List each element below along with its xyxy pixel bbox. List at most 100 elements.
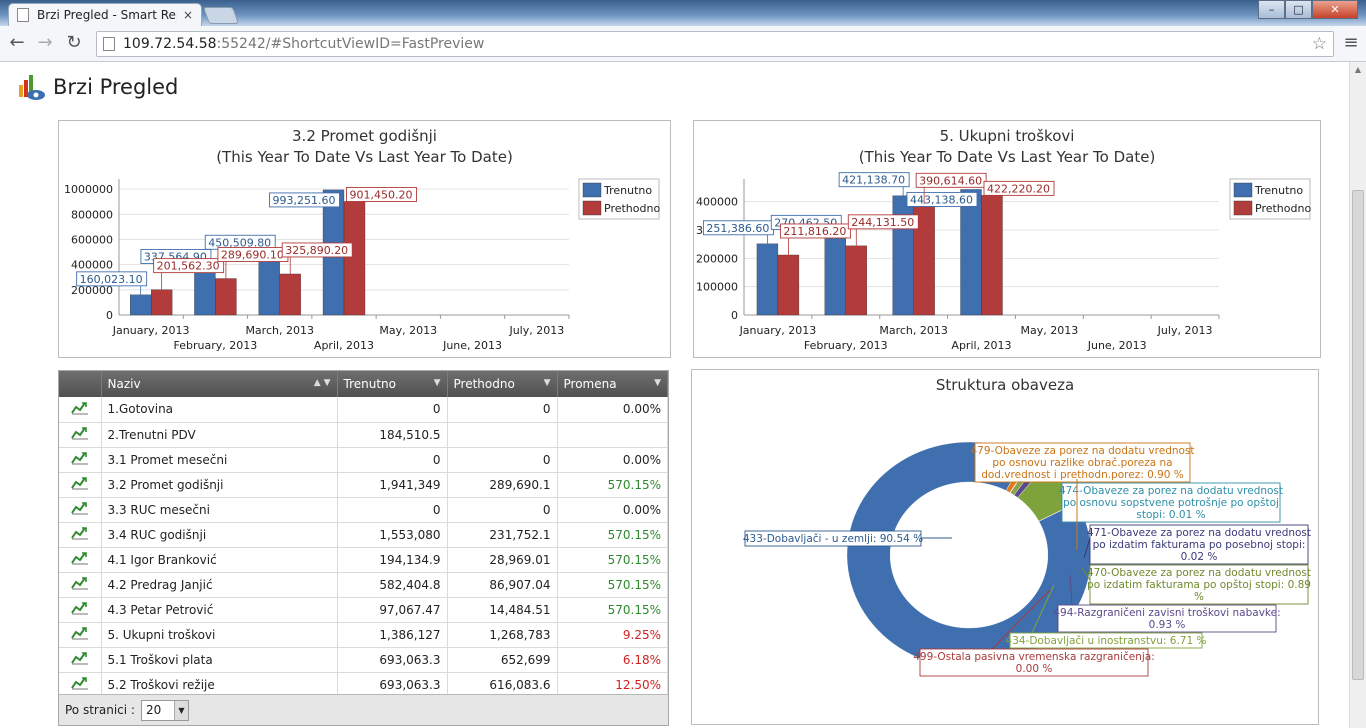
menu-icon[interactable]: ≡ [1343, 32, 1359, 53]
page-scrollbar[interactable]: ▲ [1349, 62, 1366, 728]
pie-leader [1031, 584, 1055, 634]
data-label-box [76, 271, 148, 287]
data-label: 443,138.60 [910, 193, 973, 206]
y-tick-label: 0 [106, 309, 113, 322]
x-tick-label: April, 2013 [951, 339, 1011, 352]
cell-prethodno: 1,268,783 [447, 622, 558, 648]
y-tick-label: 0 [731, 309, 738, 322]
address-bar[interactable]: 109.72.54.58:55242/#ShortcutViewID=FastP… [96, 31, 1334, 57]
pie-label: 433-Dobavljači - u zemlji: 90.54 % [743, 533, 923, 545]
pie-label-box [919, 648, 1149, 677]
bar-prethodno [279, 273, 301, 316]
table-row[interactable]: 1.Gotovina 0 0 0.00% [59, 397, 668, 423]
legend-swatch [582, 200, 602, 216]
table-row[interactable]: 4.3 Petar Petrović 97,067.47 14,484.51 570.… [59, 597, 668, 623]
sort-filter-icon[interactable]: ▲ ▼ [313, 378, 331, 388]
table-row[interactable]: 4.2 Predrag Janjić 582,404.8 86,907.04 570.… [59, 572, 668, 598]
y-tick-label: 1000000 [64, 183, 113, 196]
data-label-box [847, 214, 919, 230]
trend-icon [59, 672, 102, 698]
cell-naziv: 5.1 Troškovi plata [101, 647, 338, 673]
minimize-button[interactable]: – [1258, 0, 1285, 19]
trend-icon [59, 622, 102, 648]
bookmark-star-icon[interactable]: ☆ [1311, 34, 1327, 54]
reload-icon[interactable]: ↻ [66, 32, 82, 53]
grid-header-trenutno[interactable]: Trenutno ▼ [337, 371, 448, 397]
table-row[interactable]: 4.1 Igor Branković 194,134.9 28,969.01 570.… [59, 547, 668, 573]
chart-struktura-obaveza: Struktura obaveza 479-Obaveze za porez n… [691, 369, 1319, 725]
cell-promena: 570.15% [557, 597, 668, 623]
grid-header-naziv[interactable]: Naziv ▲ ▼ [101, 371, 338, 397]
donut-chart-obaveze: 479-Obaveze za porez na dodatu vrednostp… [743, 441, 1311, 677]
bar-trenutno [892, 195, 914, 316]
cell-naziv: 1.Gotovina [101, 397, 338, 423]
browser-tab[interactable]: Brzi Pregled - Smart Repor × [8, 3, 202, 26]
chart-ukupni-troskovi: 5. Ukupni troškovi (This Year To Date Vs… [693, 120, 1321, 358]
grid-header-prethodno[interactable]: Prethodno ▼ [447, 371, 558, 397]
filter-icon[interactable]: ▼ [543, 378, 551, 388]
bar-prethodno [215, 278, 237, 316]
header-label: Trenutno [343, 377, 396, 391]
data-label: 422,220.20 [987, 182, 1050, 195]
cell-prethodno: 0 [447, 397, 558, 423]
close-window-button[interactable]: ✕ [1312, 0, 1358, 19]
pie-label-box [974, 442, 1191, 483]
data-label: 993,251.60 [273, 194, 336, 207]
pie-leader [1069, 574, 1073, 606]
table-row[interactable]: 5.1 Troškovi plata 693,063.3 652,699 6.18% [59, 647, 668, 673]
x-tick-label: June, 2013 [442, 339, 502, 352]
page-size-select[interactable]: 20 ▼ [140, 699, 189, 721]
new-tab-button[interactable] [202, 7, 240, 24]
pie-label: 494-Razgraničeni zavisni troškovi nabavk… [1053, 607, 1280, 619]
data-label: 160,023.10 [80, 273, 143, 286]
filter-icon[interactable]: ▼ [654, 378, 661, 388]
data-label: 201,562.30 [157, 260, 220, 273]
table-row[interactable]: 5. Ukupni troškovi 1,386,127 1,268,783 9.25… [59, 622, 668, 648]
bar-prethodno [777, 254, 800, 316]
cell-trenutno: 97,067.47 [337, 597, 448, 623]
cell-trenutno: 194,134.9 [337, 547, 448, 573]
chart-subtitle: (This Year To Date Vs Last Year To Date) [858, 148, 1156, 166]
cell-trenutno: 0 [337, 497, 448, 523]
pie-label: 470-Obaveze za porez na dodatu vrednost [1087, 567, 1311, 579]
tab-close-icon[interactable]: × [182, 8, 193, 22]
cell-naziv: 3.4 RUC godišnji [101, 522, 338, 548]
trend-icon [59, 597, 102, 623]
pie-leader [991, 589, 1051, 650]
scrollbar-thumb[interactable] [1352, 190, 1364, 680]
cell-naziv: 4.3 Petar Petrović [101, 597, 338, 623]
scroll-up-icon[interactable]: ▲ [1354, 65, 1362, 74]
filter-icon[interactable]: ▼ [433, 378, 441, 388]
x-tick-label: May, 2013 [1020, 324, 1078, 337]
page-icon [17, 8, 29, 22]
pie-label: 0.93 % [1149, 619, 1186, 631]
grid-header-icon [59, 371, 102, 397]
forward-icon[interactable]: → [37, 32, 53, 53]
bar-trenutno [194, 272, 216, 316]
cell-promena: 6.18% [557, 647, 668, 673]
table-row[interactable]: 3.3 RUC mesečni 0 0 0.00% [59, 497, 668, 523]
pie-leader [1081, 567, 1091, 581]
data-label-box [779, 223, 851, 239]
pie-label: 0.02 % [1181, 551, 1218, 563]
chevron-down-icon[interactable]: ▼ [173, 700, 188, 720]
pager-label: Po stranici : [65, 703, 135, 717]
trend-icon [59, 522, 102, 548]
table-row[interactable]: 2.Trenutni PDV 184,510.5 [59, 422, 668, 448]
cell-trenutno: 0 [337, 397, 448, 423]
x-tick-label: March, 2013 [245, 324, 314, 337]
cell-promena: 12.50% [557, 672, 668, 698]
pie-label: 0.00 % [1016, 663, 1053, 675]
pie-label: po osnovu sopstvene potrošnje po opštoj [1063, 497, 1279, 509]
cell-trenutno: 582,404.8 [337, 572, 448, 598]
cell-naziv: 5. Ukupni troškovi [101, 622, 338, 648]
back-icon[interactable]: ← [9, 32, 25, 53]
grid-header-row: Naziv ▲ ▼ Trenutno ▼ Prethodno ▼ Promena ▼ [59, 371, 668, 397]
x-tick-label: April, 2013 [314, 339, 374, 352]
table-row[interactable]: 3.2 Promet godišnji 1,941,349 289,690.1 570… [59, 472, 668, 498]
maximize-button[interactable]: □ [1285, 0, 1312, 19]
table-row[interactable]: 3.4 RUC godišnji 1,553,080 231,752.1 570.15… [59, 522, 668, 548]
grid-header-promena[interactable]: Promena ▼ [557, 371, 668, 397]
table-row[interactable]: 3.1 Promet mesečni 0 0 0.00% [59, 447, 668, 473]
pie-label: po izdatim fakturama po opštoj stopi: 0.… [1087, 579, 1311, 591]
